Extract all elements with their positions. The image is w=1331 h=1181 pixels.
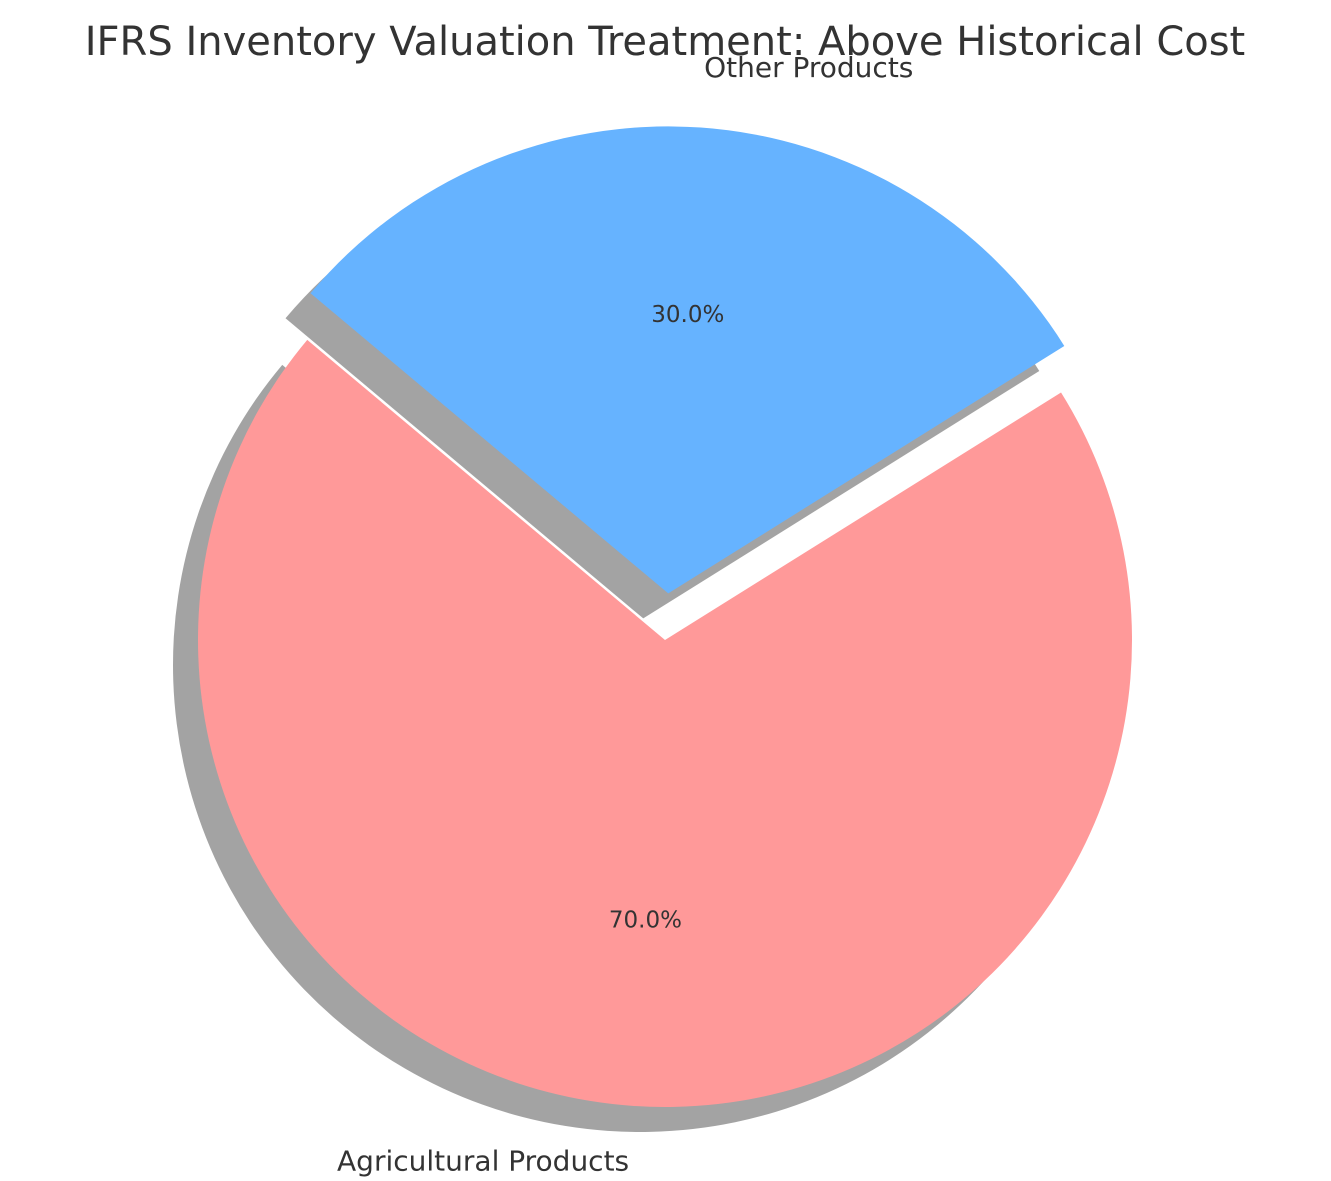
percent-label-other-products: 30.0% xyxy=(651,302,724,328)
category-label-other-products: Other Products xyxy=(704,51,913,84)
slice-layer xyxy=(198,126,1133,1107)
slice-agricultural-products xyxy=(198,339,1133,1107)
percent-label-agricultural-products: 70.0% xyxy=(609,908,682,934)
slice-other-products xyxy=(310,126,1065,594)
chart-title: IFRS Inventory Valuation Treatment: Abov… xyxy=(85,19,1246,65)
label-layer: Agricultural Products 70.0% Other Products… xyxy=(337,51,913,1177)
category-label-agricultural-products: Agricultural Products xyxy=(337,1144,629,1177)
